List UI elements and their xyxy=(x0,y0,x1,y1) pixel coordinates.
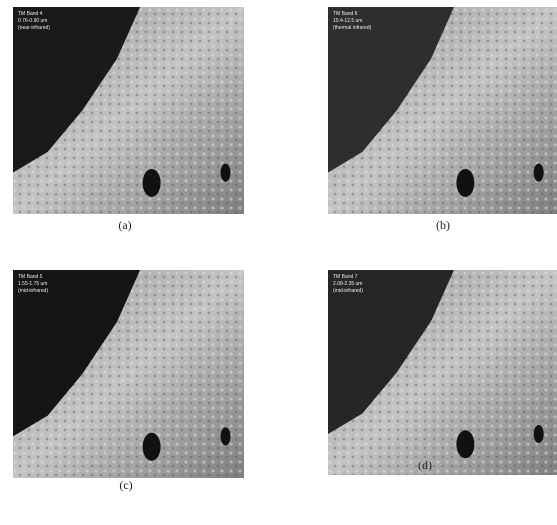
image-lake xyxy=(534,164,544,182)
satellite-image: TM Band 72.08-2.35 um(mid-infrared) xyxy=(328,270,557,475)
band-label: TM Band 5 xyxy=(18,274,43,280)
band-label: (mid-infrared) xyxy=(18,288,48,294)
image-lake xyxy=(534,425,544,443)
band-label: (near-infrared) xyxy=(18,25,50,31)
band-label: TM Band 4 xyxy=(18,11,43,17)
band-label: 2.08-2.35 um xyxy=(333,281,362,287)
figure: TM Band 40.76-0.90 um(near-infrared) (a) T… xyxy=(0,0,557,525)
panel-caption: (b) xyxy=(436,218,450,232)
image-lake xyxy=(456,169,474,197)
image-lake xyxy=(143,169,161,197)
satellite-image: TM Band 51.55-1.75 um(mid-infrared) xyxy=(13,270,244,478)
satellite-image: TM Band 610.4-12.5 um(thermal infrared) xyxy=(328,7,557,214)
band-label: TM Band 6 xyxy=(333,11,358,17)
satellite-image: TM Band 40.76-0.90 um(near-infrared) xyxy=(13,7,244,214)
band-label: 0.76-0.90 um xyxy=(18,18,47,24)
image-lake xyxy=(456,430,474,458)
panel-caption: (c) xyxy=(119,478,132,492)
panel-caption: (d) xyxy=(418,458,432,472)
panel-caption: (a) xyxy=(118,218,131,232)
band-label: 10.4-12.5 um xyxy=(333,18,362,24)
image-lake xyxy=(221,164,231,182)
image-lake xyxy=(221,427,231,445)
image-lake xyxy=(143,433,161,461)
band-label: TM Band 7 xyxy=(333,274,358,280)
band-label: (thermal infrared) xyxy=(333,25,372,31)
band-label: 1.55-1.75 um xyxy=(18,281,47,287)
band-label: (mid-infrared) xyxy=(333,288,363,294)
